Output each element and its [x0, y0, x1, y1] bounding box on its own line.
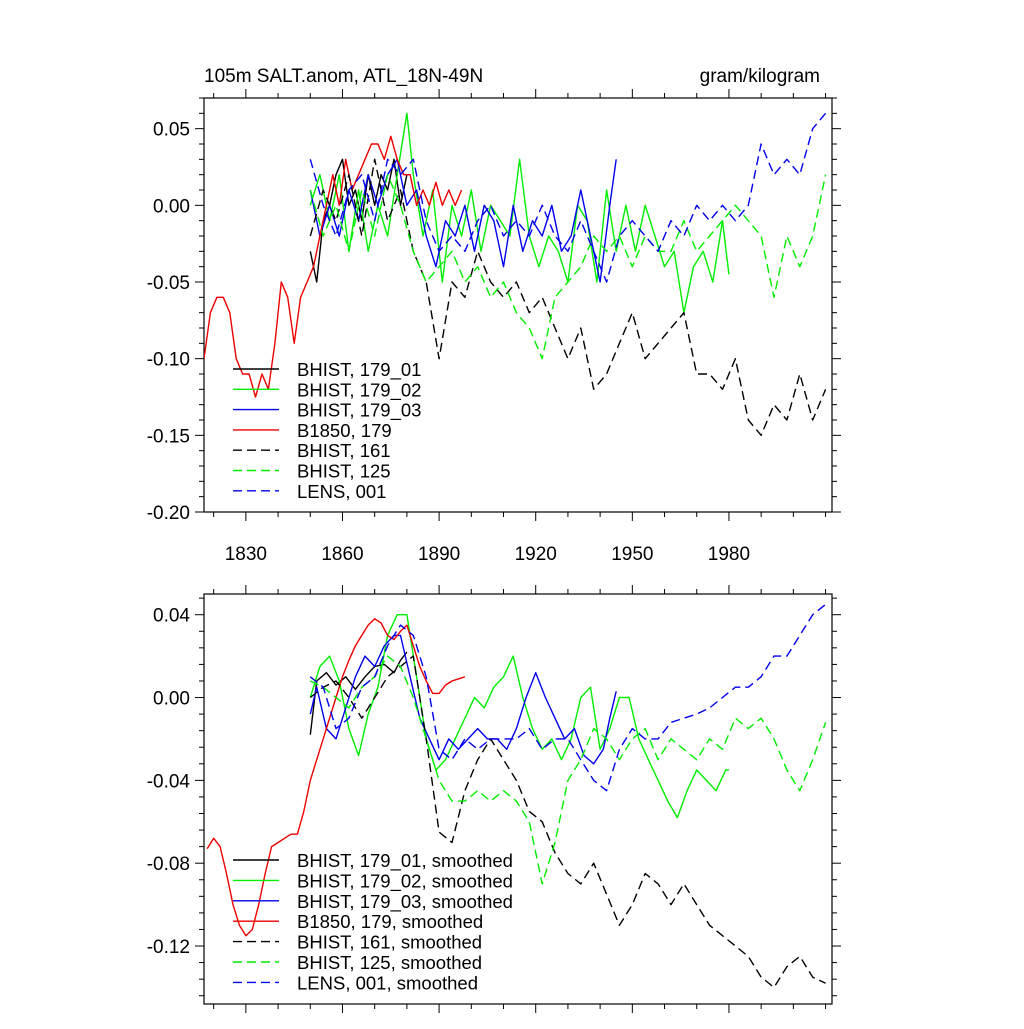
legend-label: BHIST, 179_03, smoothed	[297, 891, 513, 913]
y-tick-label: 0.05	[153, 120, 190, 141]
top-panel: 105m SALT.anom, ATL_18N-49N gram/kilogra…	[147, 66, 841, 565]
legend-label: B1850, 179, smoothed	[297, 911, 483, 932]
plot-frame-1	[203, 593, 833, 1005]
plot-frame-0	[203, 97, 833, 513]
legend-label: BHIST, 125	[297, 461, 391, 482]
series-line-0-1	[309, 112, 730, 314]
series-line-0-5	[309, 173, 827, 360]
series-line-0-2	[309, 158, 617, 283]
legend-label: BHIST, 125, smoothed	[297, 952, 482, 973]
y-tick-label: 0.00	[153, 196, 190, 217]
y-tick-label: -0.04	[147, 771, 191, 792]
y-tick-label: 0.00	[153, 689, 190, 710]
series-line-0-4	[309, 158, 827, 436]
x-tick-label: 1890	[418, 544, 460, 565]
y-tick-label: -0.10	[147, 350, 190, 371]
legend-label: BHIST, 179_01	[297, 359, 421, 381]
y-tick-label: -0.20	[147, 503, 190, 524]
x-tick-label: 1920	[515, 544, 557, 565]
series-line-1-4	[309, 655, 826, 989]
series-line-1-2	[309, 634, 617, 765]
series-line-1-6	[309, 603, 827, 792]
legend-label: B1850, 179	[297, 420, 392, 441]
top-title-right: gram/kilogram	[700, 66, 820, 87]
y-tick-label: -0.05	[147, 273, 190, 294]
legend-label: BHIST, 179_03	[297, 400, 421, 422]
series-line-0-6	[309, 112, 827, 283]
legend-label: LENS, 001	[297, 481, 386, 502]
x-tick-label: 1830	[225, 544, 267, 565]
y-tick-label: 0.04	[153, 606, 190, 627]
series-line-0-3	[204, 135, 463, 398]
x-tick-label: 1860	[321, 544, 363, 565]
y-tick-label: -0.15	[147, 426, 190, 447]
legend-label: BHIST, 179_01, smoothed	[297, 850, 513, 872]
series-line-1-5	[309, 655, 827, 885]
legend-label: LENS, 001, smoothed	[297, 972, 478, 993]
legend-label: BHIST, 161	[297, 440, 391, 461]
legend-label: BHIST, 179_02	[297, 379, 421, 401]
x-tick-label: 1980	[708, 544, 750, 565]
legend-label: BHIST, 161, smoothed	[297, 932, 482, 953]
bottom-panel: 0.04 0.00 -0.04 -0.08 -0.12 BHIST, 179_01, sm…	[147, 585, 841, 1013]
y-tick-label: -0.08	[147, 854, 190, 875]
legend-label: BHIST, 179_02, smoothed	[297, 870, 513, 892]
x-tick-label: 1950	[611, 544, 653, 565]
top-title-left: 105m SALT.anom, ATL_18N-49N	[204, 66, 483, 87]
y-tick-label: -0.12	[147, 937, 190, 958]
series-line-1-1	[309, 614, 729, 819]
